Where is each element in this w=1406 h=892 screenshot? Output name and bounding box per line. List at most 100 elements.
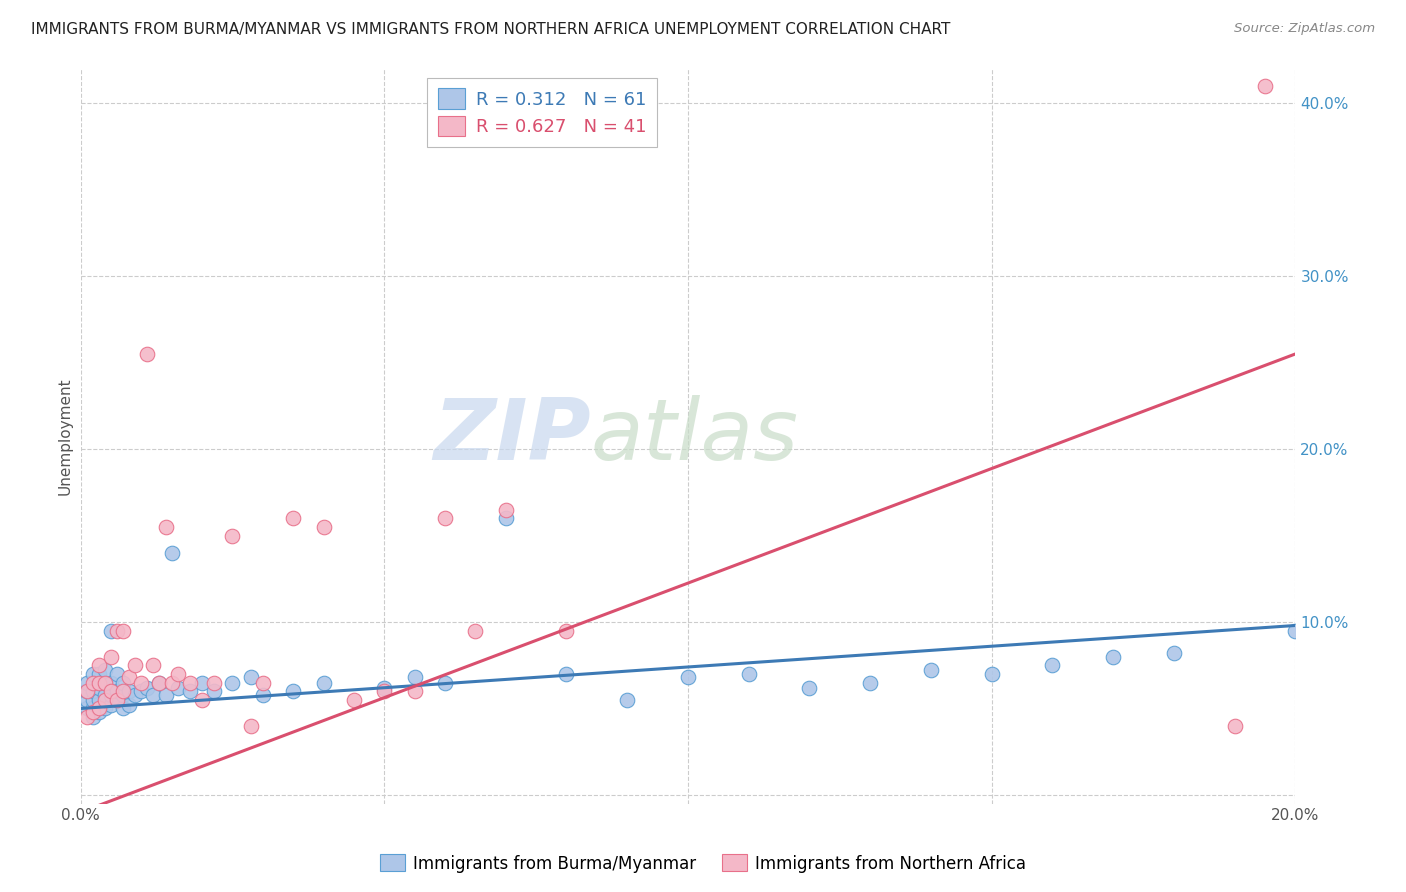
Point [495, 511, 517, 525]
Point [105, 624, 128, 638]
Point [155, 520, 177, 534]
Point [82, 693, 104, 707]
Point [94, 701, 117, 715]
Legend: Immigrants from Burma/Myanmar, Immigrants from Northern Africa: Immigrants from Burma/Myanmar, Immigrant… [374, 847, 1032, 880]
Point [676, 670, 699, 684]
Point [1254, 78, 1277, 93]
Point [221, 675, 243, 690]
Point [87, 701, 110, 715]
Point [464, 624, 486, 638]
Point [94, 664, 117, 678]
Point [555, 624, 578, 638]
Point [76, 684, 98, 698]
Point [94, 675, 117, 690]
Point [1163, 646, 1185, 660]
Point [129, 684, 152, 698]
Point [239, 719, 262, 733]
Point [136, 347, 159, 361]
Point [105, 666, 128, 681]
Point [87, 675, 110, 690]
Point [191, 693, 214, 707]
Point [433, 675, 456, 690]
Text: ZIP: ZIP [433, 394, 591, 477]
Point [555, 666, 578, 681]
Point [179, 675, 201, 690]
Point [82, 701, 104, 715]
Point [112, 684, 135, 698]
Point [142, 658, 165, 673]
Point [221, 528, 243, 542]
Point [112, 688, 135, 702]
Point [1284, 624, 1306, 638]
Point [82, 675, 104, 690]
Point [179, 684, 201, 698]
Point [76, 710, 98, 724]
Point [87, 658, 110, 673]
Point [404, 670, 426, 684]
Point [82, 710, 104, 724]
Point [433, 511, 456, 525]
Point [118, 684, 141, 698]
Point [495, 502, 517, 516]
Point [105, 693, 128, 707]
Point [1042, 658, 1064, 673]
Point [76, 675, 98, 690]
Point [202, 675, 225, 690]
Point [148, 675, 170, 690]
Point [105, 684, 128, 698]
Point [94, 688, 117, 702]
Point [118, 670, 141, 684]
Point [129, 675, 152, 690]
Point [124, 688, 146, 702]
Point [105, 693, 128, 707]
Point [160, 675, 183, 690]
Point [859, 675, 882, 690]
Point [252, 675, 274, 690]
Point [616, 693, 638, 707]
Point [76, 684, 98, 698]
Point [87, 693, 110, 707]
Point [87, 666, 110, 681]
Point [252, 688, 274, 702]
Point [112, 675, 135, 690]
Point [166, 666, 188, 681]
Text: IMMIGRANTS FROM BURMA/MYANMAR VS IMMIGRANTS FROM NORTHERN AFRICA UNEMPLOYMENT CO: IMMIGRANTS FROM BURMA/MYANMAR VS IMMIGRA… [31, 22, 950, 37]
Point [100, 624, 122, 638]
Point [1223, 719, 1246, 733]
Point [118, 698, 141, 712]
Point [373, 681, 395, 695]
Point [87, 681, 110, 695]
Point [980, 666, 1002, 681]
Point [94, 693, 117, 707]
Point [100, 684, 122, 698]
Point [87, 705, 110, 719]
Point [112, 701, 135, 715]
Point [312, 675, 335, 690]
Point [142, 688, 165, 702]
Point [94, 675, 117, 690]
Point [155, 688, 177, 702]
Legend: R = 0.312   N = 61, R = 0.627   N = 41: R = 0.312 N = 61, R = 0.627 N = 41 [427, 78, 657, 147]
Point [738, 666, 761, 681]
Point [160, 546, 183, 560]
Point [82, 666, 104, 681]
Point [100, 688, 122, 702]
Point [191, 675, 214, 690]
Point [404, 684, 426, 698]
Text: atlas: atlas [591, 394, 799, 477]
Point [82, 684, 104, 698]
Point [920, 664, 942, 678]
Point [76, 701, 98, 715]
Y-axis label: Unemployment: Unemployment [58, 377, 72, 495]
Point [136, 681, 159, 695]
Point [100, 675, 122, 690]
Point [166, 681, 188, 695]
Point [148, 675, 170, 690]
Point [281, 684, 304, 698]
Point [239, 670, 262, 684]
Point [124, 658, 146, 673]
Point [100, 698, 122, 712]
Text: Source: ZipAtlas.com: Source: ZipAtlas.com [1234, 22, 1375, 36]
Point [281, 511, 304, 525]
Point [202, 684, 225, 698]
